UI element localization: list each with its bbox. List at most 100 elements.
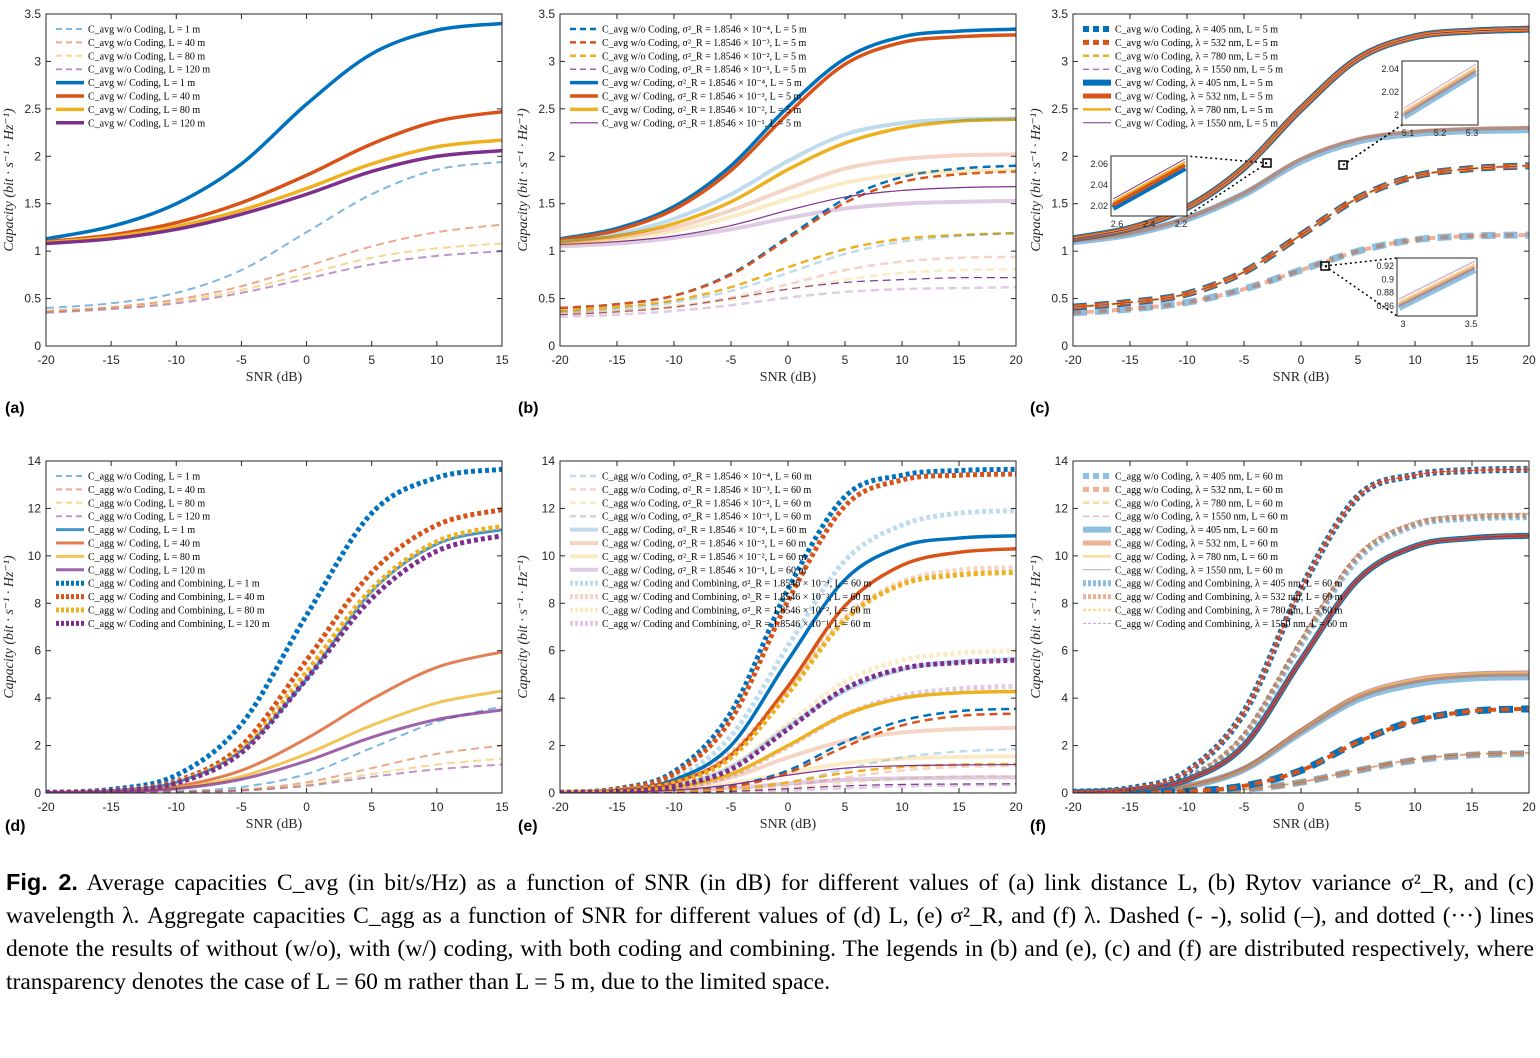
inset-x-tick-label: 3.5 [1465, 319, 1478, 329]
series-line [1073, 125, 1529, 243]
x-tick-label: 10 [430, 353, 444, 367]
x-tick-label: 0 [1298, 800, 1305, 814]
series-line [46, 21, 502, 241]
series-line [46, 160, 502, 310]
series-line [560, 170, 1016, 310]
panel-label: (c) [1030, 400, 1050, 417]
chart-panel-e: -20 -15 -10 -5 0 5 10 15 20 0 2 4 6 8 10 12 14 SNR (dB) Ca… [516, 454, 1023, 835]
series-line [560, 764, 1016, 793]
legend-entry: C_agg w/o Coding, σ²_R = 1.8546 × 10⁻¹, … [602, 512, 812, 523]
y-tick-label: 1.5 [1051, 197, 1068, 211]
y-tick-label: 12 [1055, 501, 1069, 515]
series-line [1073, 513, 1529, 793]
inset-y-tick-label: 0.92 [1376, 261, 1394, 271]
x-tick-label: 20 [1522, 353, 1536, 367]
y-tick-label: 3.5 [24, 7, 41, 21]
legend-entry: C_avg w/o Coding, L = 120 m [88, 65, 210, 76]
series-line [1073, 163, 1529, 310]
y-tick-label: 2 [1061, 739, 1068, 753]
inset-y-tick-label: 2 [1394, 110, 1399, 120]
legend-entry: C_agg w/ Coding and Combining, σ²_R = 1.… [602, 619, 871, 630]
series-line [560, 186, 1016, 246]
caption-label: Fig. 2. [6, 869, 78, 895]
y-tick-label: 4 [1061, 691, 1068, 705]
x-tick-label: 15 [495, 353, 509, 367]
y-tick-label: 10 [28, 549, 42, 563]
legend-entry: C_agg w/ Coding, σ²_R = 1.8546 × 10⁻⁴, L… [602, 525, 807, 536]
legend-entry: C_agg w/ Coding, L = 120 m [88, 565, 205, 576]
legend-entry: C_agg w/o Coding, L = 120 m [88, 512, 210, 523]
legend-entry: C_avg w/o Coding, λ = 780 nm, L = 5 m [1115, 51, 1278, 62]
legend-entry: C_avg w/ Coding, λ = 405 nm, L = 5 m [1115, 78, 1273, 89]
x-tick-label: 10 [895, 353, 909, 367]
inset-line [1402, 70, 1478, 120]
inset-line [1112, 158, 1186, 200]
x-tick-label: 15 [952, 353, 966, 367]
inset-frame [1401, 60, 1479, 126]
x-tick-label: -15 [102, 800, 120, 814]
y-axis-label: Capacity (bit · s⁻¹ · Hz⁻¹) [2, 555, 17, 699]
x-tick-label: -5 [726, 800, 737, 814]
y-tick-label: 2 [548, 739, 555, 753]
legend-entry: C_agg w/ Coding and Combining, L = 80 m [88, 606, 265, 617]
legend-entry: C_avg w/o Coding, λ = 1550 nm, L = 5 m [1115, 65, 1283, 76]
legend-entry: C_agg w/o Coding, λ = 1550 nm, L = 60 m [1115, 512, 1288, 523]
legend-entry: C_agg w/o Coding, L = 1 m [88, 472, 200, 483]
series-line [1073, 231, 1529, 317]
x-tick-label: 15 [1465, 800, 1479, 814]
y-tick-label: 0.5 [1051, 292, 1068, 306]
inset-x-tick-label: 5.2 [1434, 128, 1447, 138]
x-tick-label: 20 [1009, 800, 1023, 814]
legend-entry: C_avg w/o Coding, λ = 405 nm, L = 5 m [1115, 25, 1278, 36]
x-tick-label: 10 [895, 800, 909, 814]
inset-x-tick-label: 2.6 [1111, 219, 1124, 229]
y-tick-label: 2.5 [1051, 102, 1068, 116]
y-tick-label: 0 [548, 786, 555, 800]
panel-label: (f) [1030, 818, 1046, 835]
chart-panel-d: -20 -15 -10 -5 0 5 10 15 0 2 4 6 8 10 12 14 SNR (dB) Capa… [2, 454, 509, 835]
y-tick-label: 3.5 [538, 7, 555, 21]
legend-entry: C_agg w/o Coding, L = 40 m [88, 485, 205, 496]
panel-label: (d) [5, 818, 25, 835]
legend-entry: C_agg w/ Coding, λ = 1550 nm, L = 60 m [1115, 565, 1283, 576]
chart-panel-c: -20 -15 -10 -5 0 5 10 15 20 0 0.5 1 1.5 2 2.5 3 3.5 SNR (… [1029, 7, 1536, 417]
series-line [560, 285, 1016, 318]
series-line [560, 231, 1016, 313]
x-tick-label: -15 [102, 353, 120, 367]
inset-x-tick-label: 5.1 [1402, 128, 1415, 138]
legend-entry: C_agg w/ Coding and Combining, λ = 532 n… [1115, 592, 1343, 603]
x-tick-label: 5 [1355, 353, 1362, 367]
x-tick-label: -10 [1178, 353, 1196, 367]
axes-frame [45, 460, 503, 794]
legend-entry: C_avg w/ Coding, σ²_R = 1.8546 × 10⁻², L… [602, 105, 802, 116]
legend-entry: C_avg w/ Coding, L = 120 m [88, 118, 205, 129]
inset-y-tick-label: 2.06 [1090, 159, 1108, 169]
y-axis-label: Capacity (bit · s⁻¹ · Hz⁻¹) [1029, 108, 1044, 252]
x-axis-label: SNR (dB) [1273, 370, 1330, 385]
y-tick-label: 8 [548, 596, 555, 610]
series-line [46, 109, 502, 244]
inset-y-tick-label: 0.86 [1376, 301, 1394, 311]
y-tick-label: 0 [1061, 339, 1068, 353]
legend-entry: C_avg w/ Coding, L = 40 m [88, 92, 200, 103]
panel-label: (a) [5, 400, 25, 417]
y-tick-label: 2 [34, 739, 41, 753]
series-line [560, 648, 1016, 793]
series-line [1073, 752, 1529, 793]
series-group [560, 27, 1016, 318]
series-line [46, 148, 502, 246]
x-tick-label: 5 [368, 353, 375, 367]
legend-entry: C_agg w/ Coding and Combining, L = 120 m [88, 619, 270, 630]
legend-entry: C_agg w/ Coding, σ²_R = 1.8546 × 10⁻², L… [602, 552, 807, 563]
y-tick-label: 10 [1055, 549, 1069, 563]
inset-line [1403, 66, 1477, 112]
zoom-marker [1262, 158, 1272, 168]
legend-entry: C_agg w/ Coding and Combining, σ²_R = 1.… [602, 606, 871, 617]
zoom-connector [1186, 162, 1268, 217]
y-tick-label: 12 [28, 501, 42, 515]
inset-line [1112, 161, 1186, 203]
inset-line [1403, 63, 1477, 109]
series-line [1073, 233, 1529, 315]
y-tick-label: 0 [1061, 786, 1068, 800]
